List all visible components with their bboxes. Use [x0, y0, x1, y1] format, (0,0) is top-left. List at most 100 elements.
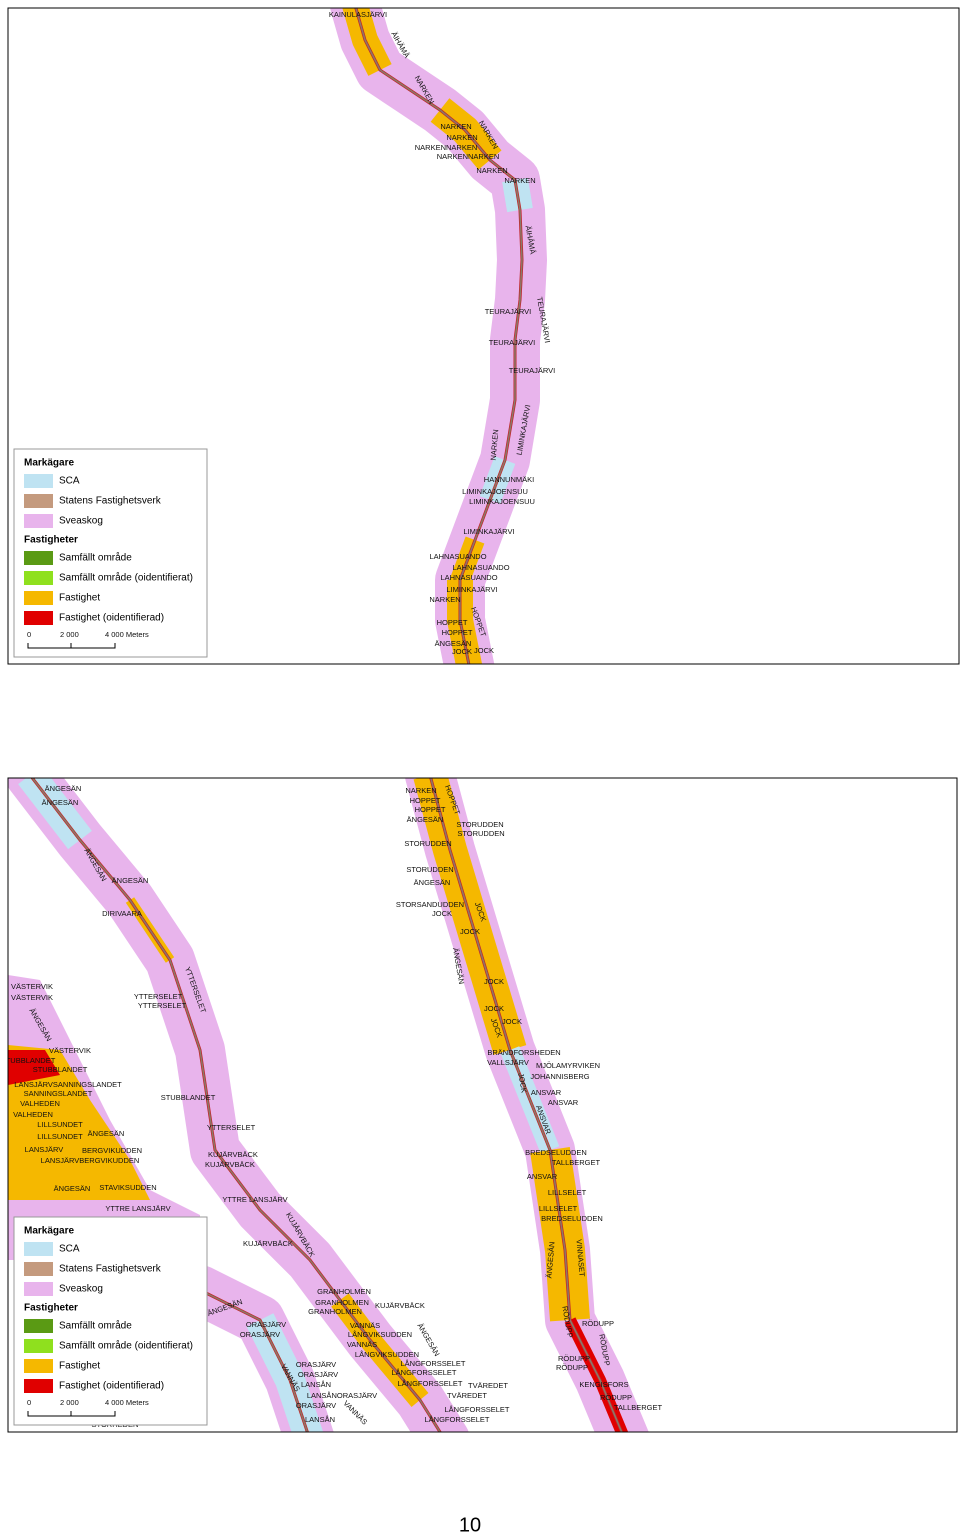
place-label: LIMINKAJOENSUU [462, 487, 528, 496]
legend-swatch [24, 1262, 53, 1276]
place-label: ÄNGESÄN [544, 1241, 556, 1278]
place-label: NARKEN [504, 176, 535, 185]
place-label: ORASJÄRV [296, 1360, 336, 1369]
place-label: BERGVIKUDDEN [82, 1146, 142, 1155]
place-label: LÅNGFORSSELET [397, 1379, 462, 1388]
place-label: ÄNGESÄN [112, 876, 149, 885]
place-label: JOCK [484, 977, 504, 986]
legend-label: Statens Fastighetsverk [59, 1264, 162, 1275]
place-label: GRANHOLMEN [308, 1307, 362, 1316]
place-label: NARKEN [446, 133, 477, 142]
place-label: JOHANNISBERG [530, 1072, 589, 1081]
scale-label: 4 000 Meters [105, 1398, 149, 1407]
scale-label: 2 000 [60, 1398, 79, 1407]
place-label: RÖDUPP [600, 1393, 632, 1402]
place-label: NARKENNARKEN [415, 143, 478, 152]
place-label: NARKEN [429, 595, 460, 604]
legend-label: Fastighet [59, 593, 100, 604]
place-label: LILLSUNDET [37, 1120, 83, 1129]
scale-label: 0 [27, 1398, 31, 1407]
place-label: ÄNGESÄN [45, 784, 82, 793]
place-label: LAHNASUANDO [429, 552, 486, 561]
place-label: JOCK [474, 646, 494, 655]
place-label: VÄSTERVIK [11, 993, 53, 1002]
place-label: VALHEDEN [20, 1099, 60, 1108]
legend-label: Fastighet (oidentifierad) [59, 613, 164, 624]
legend-title: Markägare [24, 458, 74, 469]
place-label: ÄNGESÄN [42, 798, 79, 807]
place-label: RÖDUPP [582, 1319, 614, 1328]
map-frame [7, 7, 960, 665]
legend-swatch [24, 1319, 53, 1333]
place-label: ÄNGESÄN [415, 1322, 441, 1358]
place-label: LÅNGVIKSUDDEN [348, 1330, 412, 1339]
place-label: JOCK [516, 1072, 528, 1093]
place-label: NARKEN [440, 122, 471, 131]
place-label: KUJÄRVBÄCK [208, 1150, 258, 1159]
legend-swatch [24, 1242, 53, 1256]
place-label: ORASJÄRV [296, 1401, 336, 1410]
map-frame [7, 777, 958, 1433]
place-label: VANNÄS [341, 1399, 369, 1427]
legend-label: SCA [59, 476, 80, 487]
place-label: STUBBLANDET [1, 1056, 56, 1065]
legend-label: SCA [59, 1244, 80, 1255]
place-label: LILLSELET [548, 1188, 587, 1197]
legend-swatch [24, 611, 53, 625]
place-label: HOPPET [437, 618, 468, 627]
place-label: TALLBERGET [614, 1403, 663, 1412]
place-label: LÅNGFORSSELET [444, 1405, 509, 1414]
legend-swatch [24, 1282, 53, 1296]
place-label: STORUDDEN [456, 820, 503, 829]
place-label: KAINULASJÄRVI [329, 10, 387, 19]
place-label: YTTRE LANSJÄRV [222, 1195, 287, 1204]
place-label: LANSÅNORASJÄRV [307, 1391, 377, 1400]
place-label: BREDSELUDDEN [525, 1148, 587, 1157]
legend-swatch [24, 1359, 53, 1373]
place-label: GRANHOLMEN [315, 1298, 369, 1307]
place-label: VINNASET [574, 1239, 586, 1278]
property-area [8, 1050, 60, 1085]
place-label: STUBBLANDET [161, 1093, 216, 1102]
place-label: LIMINKAJOENSUU [469, 497, 535, 506]
place-label: LAHNASUANDO [452, 563, 509, 572]
place-label: NARKENNARKEN [437, 152, 500, 161]
place-label: LAHNASUANDO [440, 573, 497, 582]
legend-label: Sveaskog [59, 516, 103, 527]
property-area [8, 1045, 150, 1200]
place-label: ÄNGESÄN [88, 1129, 125, 1138]
place-label: LANSÅN [305, 1415, 335, 1424]
place-label: VALLSJÄRV [487, 1058, 529, 1067]
place-label: LÅNGVIKSUDDEN [355, 1350, 419, 1359]
place-label: ÄNGESÄN [414, 878, 451, 887]
place-label: ÄNGESÄN [435, 639, 472, 648]
place-label: NARKEN [489, 429, 501, 461]
place-label: LILLSUNDET [37, 1132, 83, 1141]
scale-label: 0 [27, 630, 31, 639]
place-label: TALLBERGET [552, 1158, 601, 1167]
place-label: NARKEN [405, 786, 436, 795]
place-label: STUBBLANDET [33, 1065, 88, 1074]
place-label: VANNÄS [347, 1340, 377, 1349]
legend-swatch [24, 1379, 53, 1393]
place-label: HOPPET [442, 628, 473, 637]
place-label: HOPPET [410, 796, 441, 805]
page-number: 10 [459, 1514, 481, 1536]
place-label: RÖDUPP [556, 1363, 588, 1372]
legend-label: Fastighet (oidentifierad) [59, 1381, 164, 1392]
legend-swatch [24, 514, 53, 528]
place-label: JOCK [452, 647, 472, 656]
legend: Markägare SCA Statens Fastighetsverk Sveask… [13, 448, 208, 658]
legend-section: Fastigheter [24, 535, 78, 546]
place-label: VÄSTERVIK [49, 1046, 91, 1055]
place-label: LÅNGFORSSELET [391, 1368, 456, 1377]
legend-label: Statens Fastighetsverk [59, 496, 162, 507]
map: ÄNGESÄN ÄNGESÄN ÄNGESÄN ÄNGESÄN DIRIVAARA YTT… [1, 778, 663, 1432]
legend-label: Samfällt område [59, 1320, 132, 1332]
legend-swatch [24, 551, 53, 565]
legend: Markägare SCA Statens Fastighetsverk Sveask… [13, 1216, 208, 1426]
place-label: LÅNGFORSSELET [424, 1415, 489, 1424]
place-label: ANSVAR [548, 1098, 579, 1107]
